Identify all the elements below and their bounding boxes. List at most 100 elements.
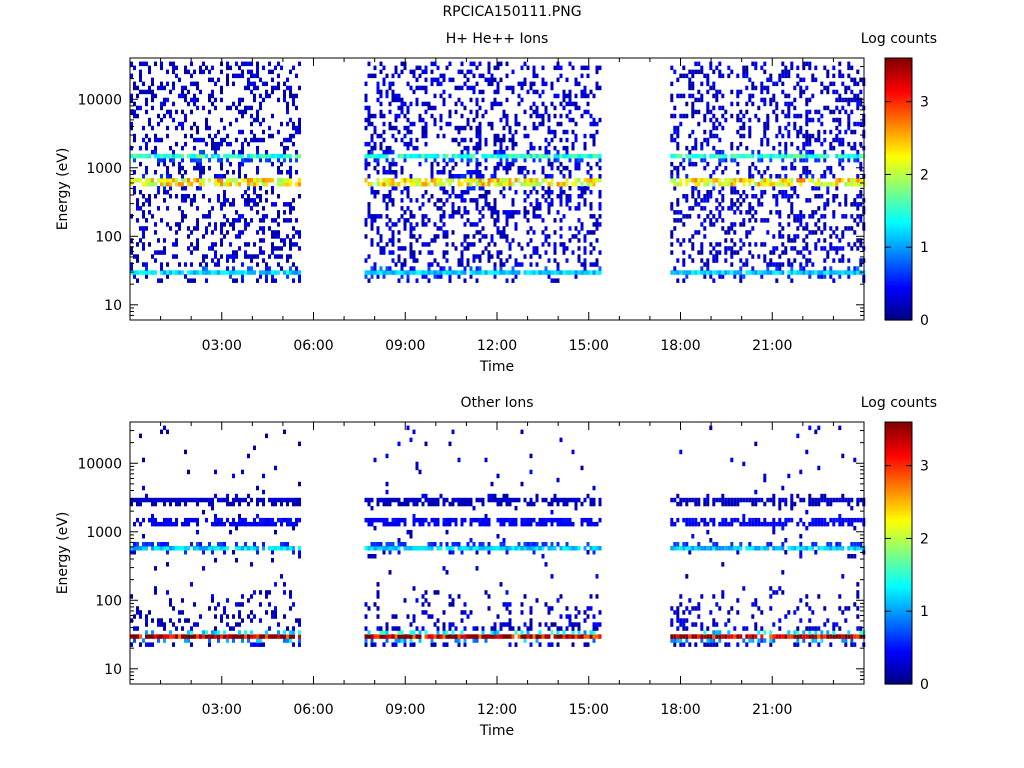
heatmap-cell	[532, 89, 536, 95]
heatmap-cell	[742, 65, 746, 71]
heatmap-cell	[451, 202, 455, 207]
heatmap-cell	[280, 65, 283, 71]
heatmap-cell	[403, 262, 407, 267]
heatmap-cell	[511, 161, 515, 167]
heatmap-cell	[130, 238, 133, 243]
heatmap-cell	[691, 234, 695, 239]
heatmap-cell	[475, 165, 479, 171]
heatmap-cell	[778, 174, 782, 179]
heatmap-cell	[454, 85, 458, 91]
heatmap-cell	[409, 234, 413, 239]
heatmap-cell	[226, 493, 229, 499]
heatmap-cell	[535, 246, 539, 251]
colorbar-segment	[885, 58, 912, 61]
heatmap-cell	[781, 133, 785, 139]
heatmap-cell	[481, 517, 485, 523]
heatmap-cell	[706, 109, 710, 115]
heatmap-cell	[835, 246, 839, 251]
heatmap-cell	[538, 642, 542, 647]
heatmap-cell	[580, 182, 584, 187]
heatmap-cell	[298, 634, 301, 639]
heatmap-cell	[256, 65, 259, 71]
heatmap-cell	[187, 246, 190, 251]
heatmap-cell	[403, 65, 407, 71]
heatmap-cell	[550, 546, 554, 551]
heatmap-cell	[823, 85, 827, 91]
heatmap-cell	[595, 121, 599, 127]
heatmap-cell	[466, 190, 470, 195]
heatmap-cell	[595, 178, 599, 183]
heatmap-cell	[688, 178, 692, 183]
heatmap-cell	[415, 145, 419, 151]
heatmap-cell	[421, 153, 425, 159]
heatmap-cell	[139, 105, 142, 111]
heatmap-cell	[376, 214, 380, 219]
heatmap-cell	[841, 149, 845, 155]
heatmap-cell	[178, 634, 181, 639]
heatmap-cell	[244, 521, 247, 527]
heatmap-cell	[184, 133, 187, 139]
heatmap-cell	[577, 157, 581, 163]
heatmap-cell	[175, 626, 178, 631]
heatmap-cell	[520, 481, 524, 487]
heatmap-cell	[745, 210, 749, 215]
heatmap-cell	[778, 141, 782, 147]
heatmap-cell	[550, 642, 554, 647]
heatmap-cell	[142, 242, 145, 247]
heatmap-cell	[202, 194, 205, 199]
heatmap-cell	[505, 517, 509, 523]
heatmap-cell	[298, 61, 301, 67]
heatmap-cell	[856, 178, 860, 183]
heatmap-cell	[526, 65, 530, 71]
heatmap-cell	[202, 149, 205, 155]
heatmap-cell	[184, 618, 187, 623]
heatmap-cell	[244, 61, 247, 67]
heatmap-cell	[859, 121, 863, 127]
heatmap-cell	[439, 634, 443, 639]
heatmap-cell	[172, 69, 175, 75]
heatmap-cell	[283, 97, 286, 103]
heatmap-cell	[412, 501, 416, 507]
heatmap-cell	[544, 562, 548, 567]
heatmap-cell	[790, 165, 794, 171]
heatmap-cell	[391, 93, 395, 99]
heatmap-cell	[691, 105, 695, 111]
heatmap-cell	[367, 105, 371, 111]
heatmap-cell	[196, 542, 199, 547]
heatmap-cell	[415, 137, 419, 143]
heatmap-cell	[217, 145, 220, 151]
heatmap-cell	[199, 497, 202, 503]
heatmap-cell	[421, 214, 425, 219]
heatmap-cell	[820, 274, 824, 279]
heatmap-cell	[202, 182, 205, 187]
heatmap-cell	[568, 93, 572, 99]
heatmap-cell	[448, 270, 452, 275]
heatmap-cell	[565, 101, 569, 107]
heatmap-cell	[760, 85, 764, 91]
heatmap-cell	[391, 149, 395, 155]
heatmap-cell	[850, 226, 854, 231]
heatmap-cell	[148, 65, 151, 71]
heatmap-cell	[262, 226, 265, 231]
heatmap-cell	[739, 109, 743, 115]
heatmap-cell	[298, 618, 301, 623]
heatmap-cell	[475, 626, 479, 631]
heatmap-cell	[439, 218, 443, 223]
heatmap-cell	[487, 270, 491, 275]
heatmap-cell	[787, 214, 791, 219]
heatmap-cell	[442, 77, 446, 83]
heatmap-cell	[712, 125, 716, 131]
heatmap-cell	[721, 125, 725, 131]
heatmap-cell	[382, 165, 386, 171]
heatmap-cell	[748, 202, 752, 207]
heatmap-cell	[280, 542, 283, 547]
heatmap-cell	[502, 149, 506, 155]
heatmap-cell	[364, 125, 368, 131]
heatmap-cell	[835, 153, 839, 159]
heatmap-cell	[523, 77, 527, 83]
colorbar-segment	[885, 182, 912, 186]
x-axis-label: Time	[479, 359, 514, 375]
heatmap-cell	[259, 186, 262, 191]
heatmap-cell	[502, 182, 506, 187]
heatmap-cell	[700, 81, 704, 87]
